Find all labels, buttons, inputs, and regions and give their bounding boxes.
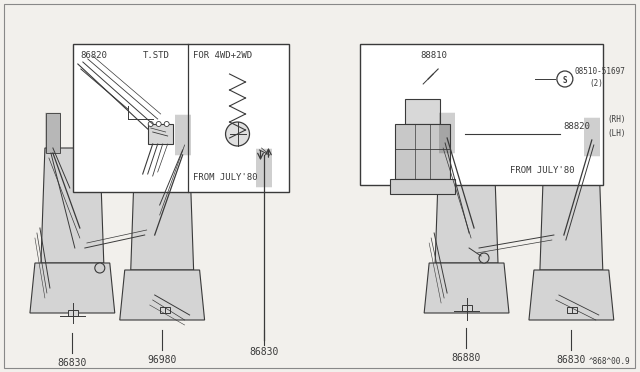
Bar — [160, 307, 170, 313]
Text: T.STD: T.STD — [143, 51, 170, 60]
Circle shape — [479, 253, 489, 263]
Bar — [390, 179, 455, 194]
Bar — [396, 124, 450, 179]
Circle shape — [148, 122, 153, 126]
Text: FROM JULY'80: FROM JULY'80 — [193, 173, 257, 182]
Text: 88810: 88810 — [420, 51, 447, 60]
Text: 88820: 88820 — [563, 122, 589, 131]
Text: ^868^00.9: ^868^00.9 — [589, 357, 631, 366]
Polygon shape — [540, 155, 603, 270]
Text: 86830: 86830 — [57, 358, 86, 368]
Bar — [73, 44, 289, 192]
Circle shape — [95, 263, 105, 273]
Polygon shape — [41, 148, 104, 263]
Text: S: S — [563, 76, 567, 84]
Polygon shape — [131, 155, 194, 270]
Polygon shape — [120, 270, 205, 320]
Circle shape — [225, 122, 250, 146]
Bar — [175, 115, 189, 155]
Polygon shape — [435, 148, 498, 263]
Circle shape — [164, 122, 169, 126]
Text: (LH): (LH) — [608, 129, 627, 138]
Bar — [68, 310, 77, 316]
Bar — [585, 118, 599, 156]
Polygon shape — [424, 263, 509, 313]
Polygon shape — [529, 270, 614, 320]
Text: 86880: 86880 — [451, 353, 481, 363]
Text: (2): (2) — [590, 79, 604, 88]
Text: 08510-51697: 08510-51697 — [575, 67, 626, 76]
Text: FOR 4WD+2WD: FOR 4WD+2WD — [193, 51, 252, 60]
Bar — [257, 149, 271, 187]
Bar — [360, 44, 603, 185]
Text: 86830: 86830 — [250, 347, 279, 357]
Bar — [46, 113, 60, 153]
Text: 86830: 86830 — [556, 355, 586, 365]
Bar — [148, 124, 173, 144]
Bar — [462, 305, 472, 311]
Text: 86820: 86820 — [81, 51, 108, 60]
Bar — [440, 113, 454, 153]
Circle shape — [557, 71, 573, 87]
Text: FROM JULY'80: FROM JULY'80 — [510, 166, 575, 175]
Text: 96980: 96980 — [147, 355, 177, 365]
Bar — [405, 99, 440, 124]
Polygon shape — [30, 263, 115, 313]
Circle shape — [156, 122, 161, 126]
Text: (RH): (RH) — [608, 115, 627, 124]
Bar — [567, 307, 577, 313]
